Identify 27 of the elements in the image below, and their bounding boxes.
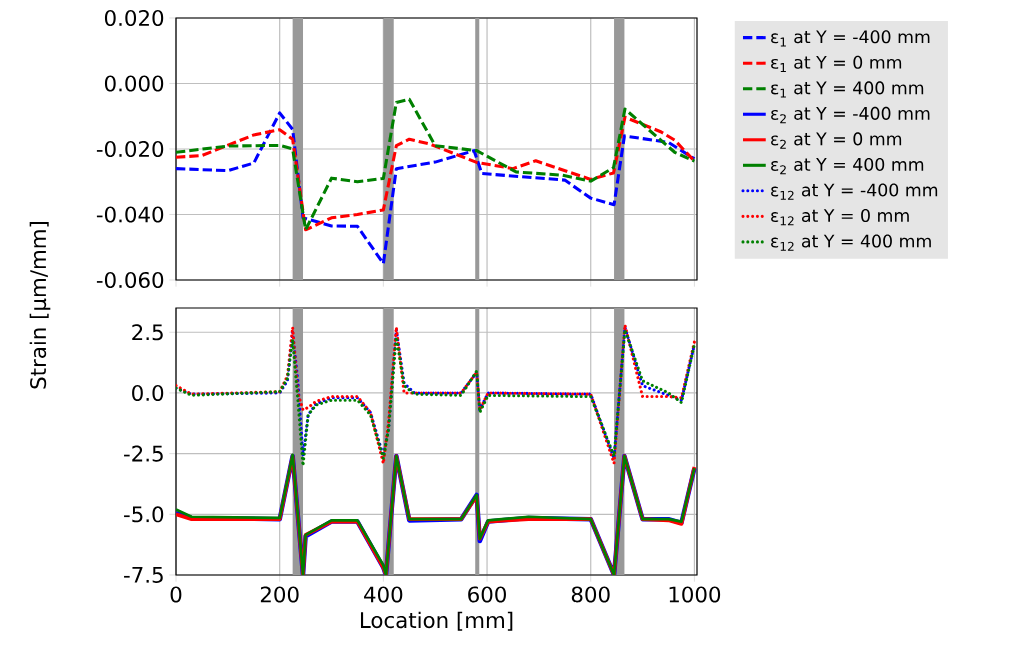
y-tick-label: 0.0 — [132, 384, 164, 401]
y-tick-label: -2.5 — [124, 445, 163, 462]
y-tick-label: -5.0 — [124, 506, 164, 523]
text: ε$_{12}$ at Y = 0 mm — [771, 208, 909, 226]
legend-label: ε$_{1}$ at Y = -400 mm — [771, 30, 930, 47]
y-tick-label: 2.5 — [132, 324, 163, 341]
x-tick-label: 0 — [170, 586, 182, 603]
legend-label: ε$_{1}$ at Y = 0 mm — [771, 55, 902, 72]
text: ε$_{12}$ at Y = 400 mm — [771, 234, 931, 251]
text: ε$_{12}$ at Y = -400 mm — [771, 183, 938, 200]
x-tick-label: 800 — [571, 586, 610, 603]
x-tick-label: 600 — [468, 586, 506, 603]
y-axis-title: Strain [μm/mm] — [29, 222, 51, 389]
x-tick-label: 1000 — [669, 586, 721, 603]
x-axis-title: Location [mm] — [360, 611, 513, 631]
x-tick-label: 200 — [260, 586, 299, 603]
x-tick-label: 400 — [364, 586, 403, 603]
y-tick-label: 0.020 — [104, 9, 164, 27]
text: ε$_{2}$ at Y = 400 mm — [771, 157, 924, 175]
y-tick-label: -0.040 — [96, 206, 164, 223]
text: ε$_{2}$ at Y = -400 mm — [771, 106, 930, 124]
y-tick-label: -0.020 — [96, 140, 164, 158]
y-tick-label: -7.5 — [124, 567, 163, 583]
y-tick-label: 0.000 — [104, 75, 164, 92]
legend-label: ε$_{1}$ at Y = 400 mm — [771, 81, 924, 98]
y-tick-label: -0.060 — [96, 271, 164, 289]
text: ε$_{2}$ at Y = 0 mm — [771, 132, 902, 149]
